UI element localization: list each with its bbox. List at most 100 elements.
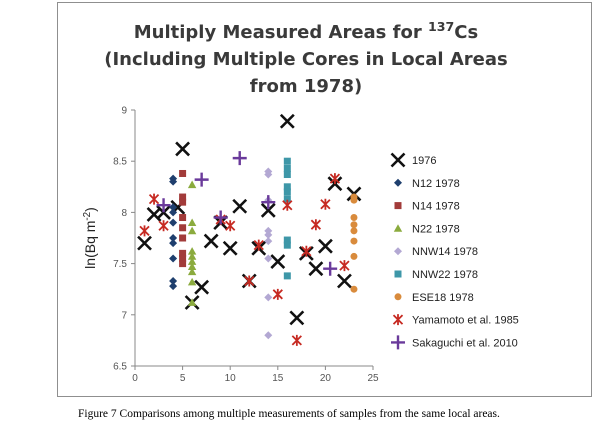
data-point	[175, 141, 191, 157]
chart-frame: Multiply Measured Areas for 137Cs (Includ…	[57, 2, 592, 397]
data-point	[283, 236, 291, 244]
series-3	[187, 180, 197, 306]
data-point	[194, 172, 209, 187]
data-point	[291, 334, 302, 346]
data-point	[169, 277, 178, 286]
data-point	[261, 195, 276, 210]
series-4	[264, 167, 273, 340]
data-point	[187, 277, 197, 286]
data-point	[264, 254, 273, 263]
data-point	[301, 245, 312, 257]
data-point	[350, 227, 358, 235]
series-5	[283, 157, 291, 280]
legend-label: N14 1978	[412, 201, 460, 213]
data-point	[139, 225, 150, 237]
data-point	[179, 214, 187, 222]
data-point	[169, 282, 178, 291]
data-point	[169, 234, 178, 242]
data-point	[156, 204, 171, 220]
x-tick-label: 10	[225, 373, 237, 384]
data-point	[244, 275, 255, 287]
data-point	[203, 233, 219, 249]
legend-item: Sakaguchi et al. 2010	[391, 335, 518, 350]
data-point	[350, 221, 358, 229]
data-point	[282, 199, 293, 211]
legend-item: N22 1978	[393, 223, 460, 235]
data-point	[187, 247, 197, 255]
data-point	[283, 188, 291, 196]
legend-marker	[394, 247, 402, 256]
legend-label: NNW14 1978	[412, 246, 478, 258]
data-point	[350, 196, 358, 204]
y-tick-label: 8.5	[113, 157, 127, 168]
data-point	[283, 195, 291, 203]
data-point	[179, 254, 187, 262]
legend-marker	[394, 178, 402, 187]
data-point	[350, 214, 358, 222]
data-point	[260, 202, 276, 218]
title-superscript: 137	[428, 19, 454, 34]
data-point	[148, 193, 160, 205]
data-point	[187, 267, 197, 276]
y-axis-title-superscript: -2	[82, 212, 93, 221]
data-point	[169, 203, 178, 212]
data-point	[253, 239, 264, 251]
data-point	[310, 219, 322, 231]
data-point	[187, 298, 197, 306]
data-point	[279, 113, 295, 129]
series-2	[179, 169, 187, 268]
legend-item: N12 1978	[394, 178, 460, 190]
data-point	[169, 177, 178, 186]
legend-label: Yamamoto et al. 1985	[412, 315, 519, 327]
data-point	[232, 198, 248, 214]
legend-marker	[390, 152, 406, 168]
legend-marker	[394, 270, 402, 278]
data-point	[283, 157, 291, 165]
chart-title: Multiply Measured Areas for 137Cs (Includ…	[104, 19, 507, 98]
data-points	[137, 113, 362, 346]
data-point	[270, 254, 286, 269]
data-point	[213, 210, 228, 225]
title-text: from 1978)	[250, 76, 362, 97]
series-1	[169, 174, 178, 291]
data-point	[179, 169, 187, 177]
data-point	[350, 285, 358, 293]
data-point	[289, 310, 305, 326]
data-point	[308, 261, 324, 277]
data-point	[283, 272, 291, 280]
axes	[134, 110, 373, 367]
data-point	[187, 180, 197, 189]
tick-labels: 6.5 7 7.5 8 8.5 9 0 5 10 15 20 25	[113, 106, 379, 385]
data-point	[179, 224, 187, 232]
legend-item: 1976	[390, 152, 436, 168]
data-point	[158, 220, 169, 232]
y-tick-label: 8	[121, 208, 127, 219]
x-tick-label: 15	[272, 373, 284, 384]
legend-item: NNW22 1978	[394, 269, 478, 281]
data-point	[179, 249, 187, 257]
data-point	[272, 288, 283, 300]
data-point	[264, 293, 273, 302]
data-point	[264, 331, 273, 340]
x-tick-label: 20	[320, 373, 332, 384]
data-point	[187, 262, 197, 271]
data-point	[179, 198, 187, 206]
chart-title-line: Multiply Measured Areas for 137Cs	[134, 19, 478, 44]
data-point	[337, 273, 352, 289]
data-point	[187, 257, 197, 265]
data-point	[169, 218, 178, 227]
data-point	[169, 208, 178, 217]
y-axis-title-tail: )	[82, 207, 98, 212]
x-tick-label: 5	[180, 373, 186, 384]
legend-marker	[394, 293, 402, 301]
y-tick-label: 9	[121, 106, 127, 117]
y-tick-label: 6.5	[113, 362, 127, 373]
chart-title-line: from 1978)	[250, 76, 362, 97]
figure-caption: Figure 7 Comparisons among multiple meas…	[78, 408, 500, 420]
y-axis-title: ln(Bq m-2)	[82, 207, 99, 269]
legend: 1976 N12 1978 N14 1978 N22 1978 NNW14 1978 NN…	[390, 152, 519, 350]
data-point	[232, 151, 247, 166]
data-point	[222, 240, 238, 256]
title-tail: Cs	[454, 22, 478, 43]
data-point	[329, 173, 341, 185]
